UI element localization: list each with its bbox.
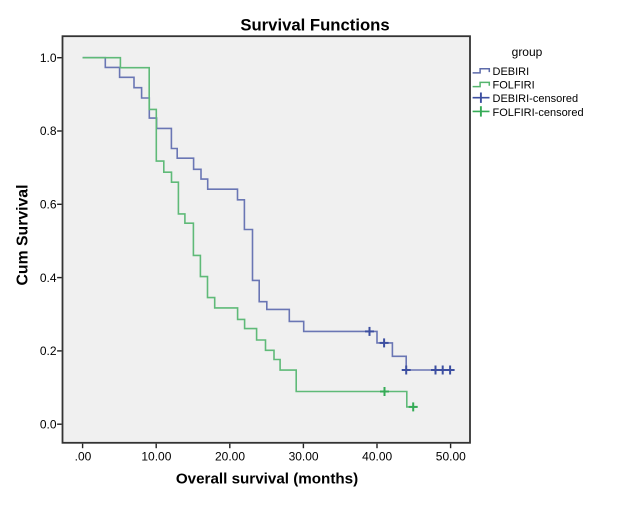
- svg-text:DEBIRI: DEBIRI: [493, 66, 530, 78]
- svg-text:10.00: 10.00: [141, 450, 171, 464]
- svg-text:0.2: 0.2: [40, 344, 57, 358]
- svg-text:Cum Survival: Cum Survival: [15, 185, 32, 286]
- svg-text:50.00: 50.00: [436, 450, 466, 464]
- svg-text:30.00: 30.00: [289, 450, 319, 464]
- svg-text:FOLFIRI: FOLFIRI: [493, 80, 535, 92]
- svg-text:FOLFIRI-censored: FOLFIRI-censored: [493, 107, 584, 119]
- svg-text:.00: .00: [75, 450, 92, 464]
- svg-text:20.00: 20.00: [215, 450, 245, 464]
- svg-text:0.8: 0.8: [40, 124, 57, 138]
- svg-text:Overall survival (months): Overall survival (months): [176, 470, 358, 487]
- svg-text:Survival Functions: Survival Functions: [240, 16, 389, 35]
- svg-text:DEBIRI-censored: DEBIRI-censored: [493, 93, 579, 105]
- svg-text:40.00: 40.00: [362, 450, 392, 464]
- svg-text:0.6: 0.6: [40, 198, 57, 212]
- svg-text:0.0: 0.0: [40, 417, 57, 431]
- svg-text:group: group: [512, 45, 543, 59]
- svg-text:1.0: 1.0: [40, 51, 57, 65]
- svg-text:0.4: 0.4: [40, 271, 57, 285]
